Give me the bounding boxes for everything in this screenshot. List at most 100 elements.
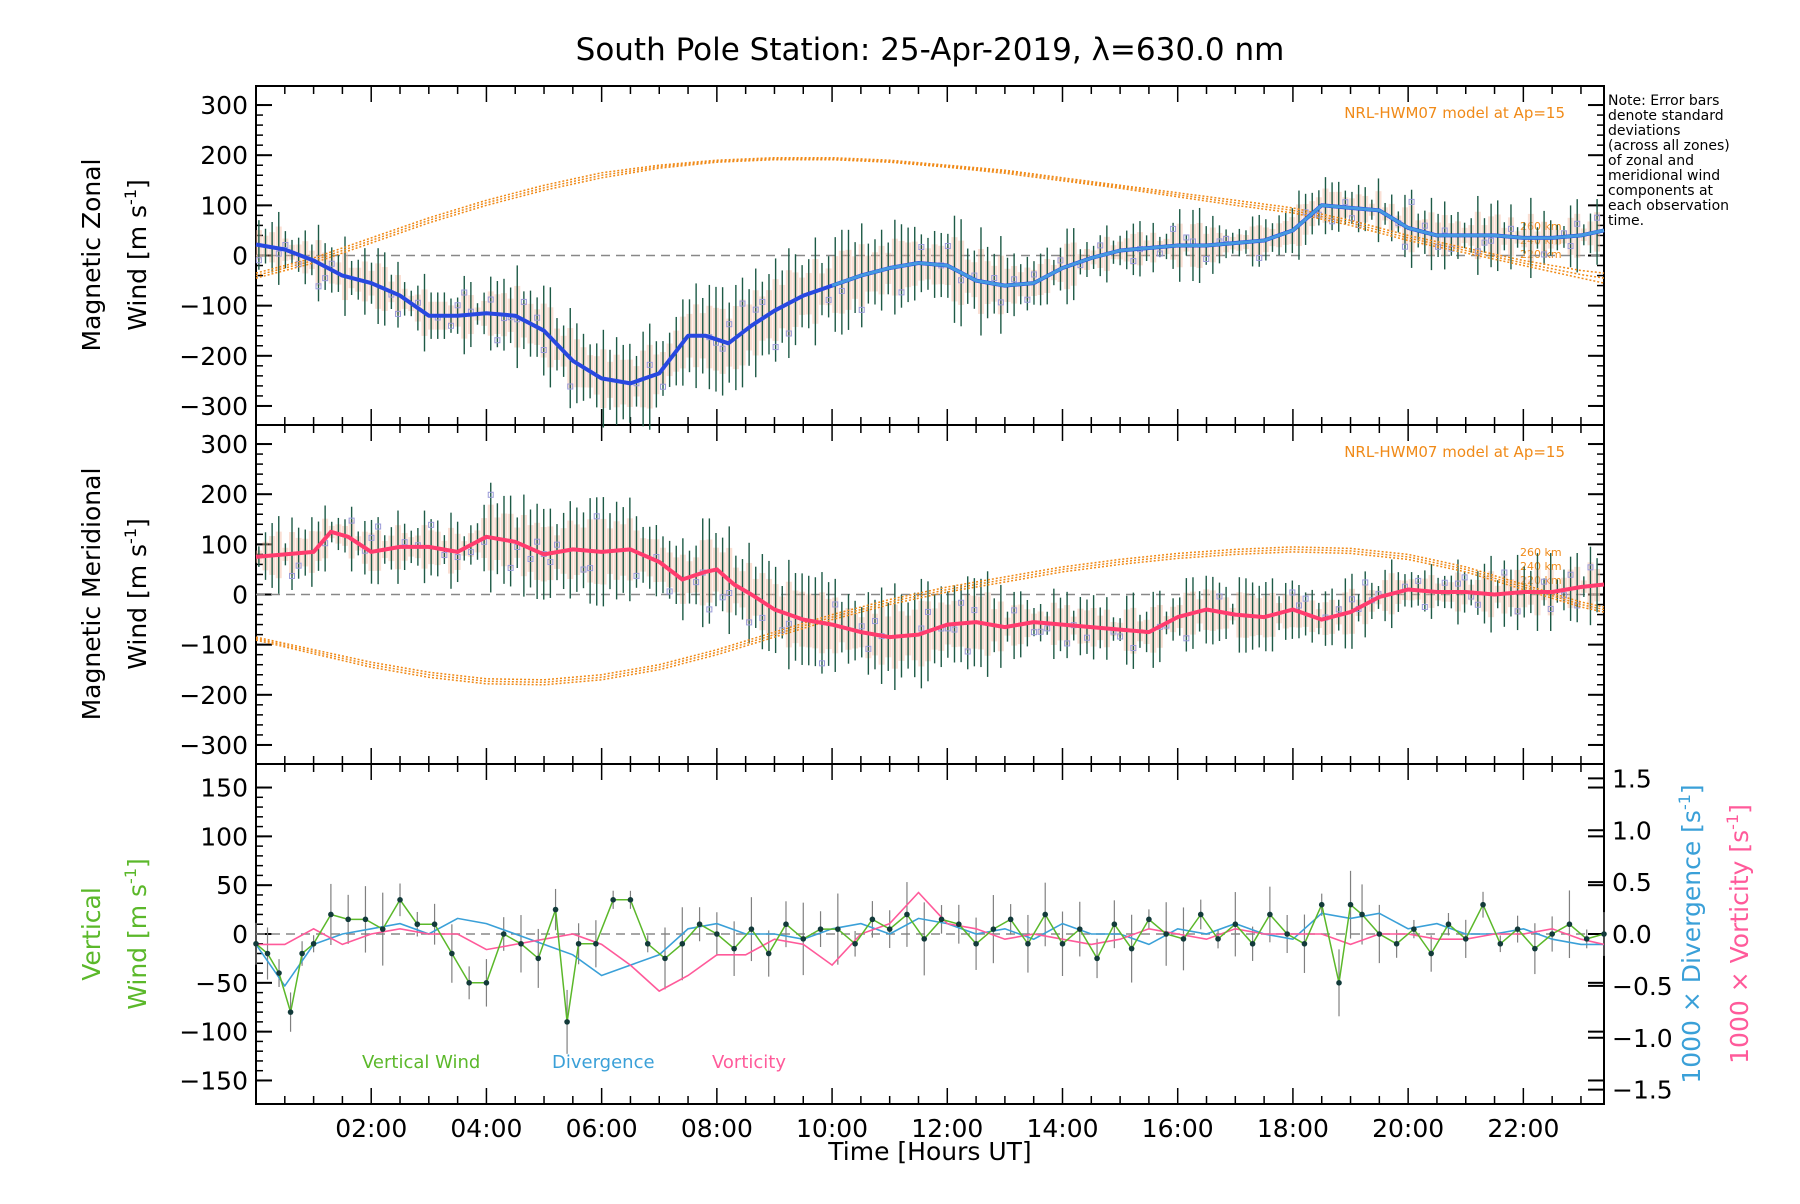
sample-marker	[534, 314, 541, 321]
sample-marker	[289, 572, 296, 579]
y2-tick-label: −1.5	[1612, 1076, 1673, 1105]
vertical-wind-point	[483, 980, 490, 986]
sample-marker	[507, 564, 514, 571]
sample-marker	[951, 626, 958, 633]
sample-marker	[1342, 199, 1349, 206]
sample-marker	[1481, 239, 1488, 246]
vertical-wind-point	[956, 921, 962, 928]
sample-marker	[1183, 635, 1190, 642]
sample-marker	[494, 337, 501, 344]
note-line: each observation	[1608, 198, 1729, 214]
x-tick-label: 04:00	[450, 1114, 522, 1143]
vertical-wind-point	[535, 955, 542, 962]
x-tick-label: 08:00	[681, 1114, 753, 1143]
sample-marker	[659, 383, 666, 390]
vertical-wind-point	[869, 916, 876, 923]
vertical-wind-point	[1180, 936, 1187, 942]
sample-marker	[295, 562, 302, 569]
sample-marker	[487, 491, 494, 498]
sample-marker	[414, 299, 421, 306]
sample-marker	[858, 306, 865, 313]
vertical-wind-point	[564, 1019, 570, 1025]
y2-tick-label: 1.5	[1612, 764, 1652, 793]
sample-marker	[719, 594, 726, 601]
sample-marker	[1156, 250, 1163, 257]
vertical-wind-point	[1514, 926, 1521, 932]
svg-text:1000 × Divergence [s-1]: 1000 × Divergence [s-1]	[1675, 784, 1706, 1083]
sample-marker	[1461, 574, 1468, 581]
sample-marker	[1560, 592, 1567, 599]
y-tick-label: −200	[179, 681, 248, 710]
vertical-wind-point	[1163, 931, 1169, 937]
sample-marker	[1037, 628, 1044, 635]
vertical-wind-point	[714, 931, 720, 937]
sample-marker	[858, 623, 865, 630]
vertical-wind-point	[627, 897, 634, 903]
vorticity-ylabel: 1000 × Vorticity [s-1]	[1723, 804, 1754, 1064]
sample-marker	[1408, 198, 1415, 205]
sample-marker	[428, 521, 435, 528]
sample-marker	[772, 344, 779, 351]
sample-marker	[534, 538, 541, 545]
sample-marker	[924, 608, 931, 615]
note-line: meridional wind	[1608, 168, 1720, 184]
note-line: of zonal and	[1608, 153, 1694, 169]
meridional-ylabel-line1: Magnetic Meridional	[77, 468, 106, 721]
vertical-wind-point	[1583, 936, 1590, 942]
y2-tick-label: −1.0	[1612, 1024, 1673, 1053]
sample-marker	[520, 298, 527, 305]
sample-marker	[739, 300, 746, 307]
sample-marker	[368, 534, 375, 541]
vertical-wind-point	[835, 926, 841, 932]
x-tick-label: 22:00	[1487, 1114, 1559, 1143]
sample-marker	[447, 322, 454, 329]
note-line: (across all zones)	[1608, 138, 1730, 154]
sample-marker	[454, 554, 461, 561]
vertical-wind-point	[1347, 901, 1354, 908]
sample-marker	[918, 244, 925, 251]
mean-wind-line	[255, 203, 1605, 386]
x-tick-label: 10:00	[796, 1114, 868, 1143]
vertical-wind-point	[287, 1009, 294, 1015]
note-line: components at	[1608, 183, 1714, 199]
vertical-wind-point	[662, 955, 668, 962]
vertical-wind-line	[255, 898, 1605, 1023]
sample-marker	[1024, 296, 1031, 303]
sample-marker	[1441, 579, 1448, 586]
sample-marker	[401, 539, 408, 546]
sample-marker	[540, 347, 547, 354]
y-tick-label: 100	[200, 191, 248, 220]
sample-marker	[1501, 569, 1508, 576]
meridional-alt-label: 260 km	[1520, 546, 1562, 559]
note-text: Note: Error bars denote standard deviati…	[1608, 93, 1730, 229]
sample-marker	[375, 523, 382, 530]
sample-marker	[1223, 236, 1230, 243]
y-tick-label: −300	[179, 392, 248, 421]
note-line: Note: Error bars	[1608, 93, 1719, 109]
y-tick-label: 100	[200, 530, 248, 559]
zonal-model-label: NRL-HWM07 model at Ap=15	[1344, 104, 1565, 122]
vertical-wind-point	[1232, 921, 1239, 928]
vertical-wind-point	[921, 936, 928, 942]
divergence-line	[255, 912, 1604, 988]
sample-marker	[1011, 607, 1018, 614]
sample-marker	[1401, 243, 1408, 250]
figure-title: South Pole Station: 25-Apr-2019, λ=630.0…	[576, 32, 1285, 68]
sample-marker	[580, 566, 587, 573]
vertical-wind-point	[1284, 931, 1290, 937]
vertical-wind-point	[731, 945, 737, 952]
legend-vorticity: Vorticity	[712, 1052, 786, 1073]
sample-marker	[1362, 579, 1369, 586]
vertical-wind-point	[1249, 940, 1256, 947]
vertical-wind-point	[817, 926, 824, 932]
sample-marker	[818, 660, 825, 667]
vertical-wind-point	[644, 940, 651, 947]
x-tick-label: 12:00	[911, 1114, 983, 1143]
sample-marker	[1083, 634, 1090, 641]
sample-marker	[527, 555, 534, 562]
model-curve	[255, 158, 1605, 284]
sample-marker	[1594, 214, 1601, 221]
vertical-wind-point	[328, 911, 334, 918]
sample-marker	[315, 283, 322, 290]
